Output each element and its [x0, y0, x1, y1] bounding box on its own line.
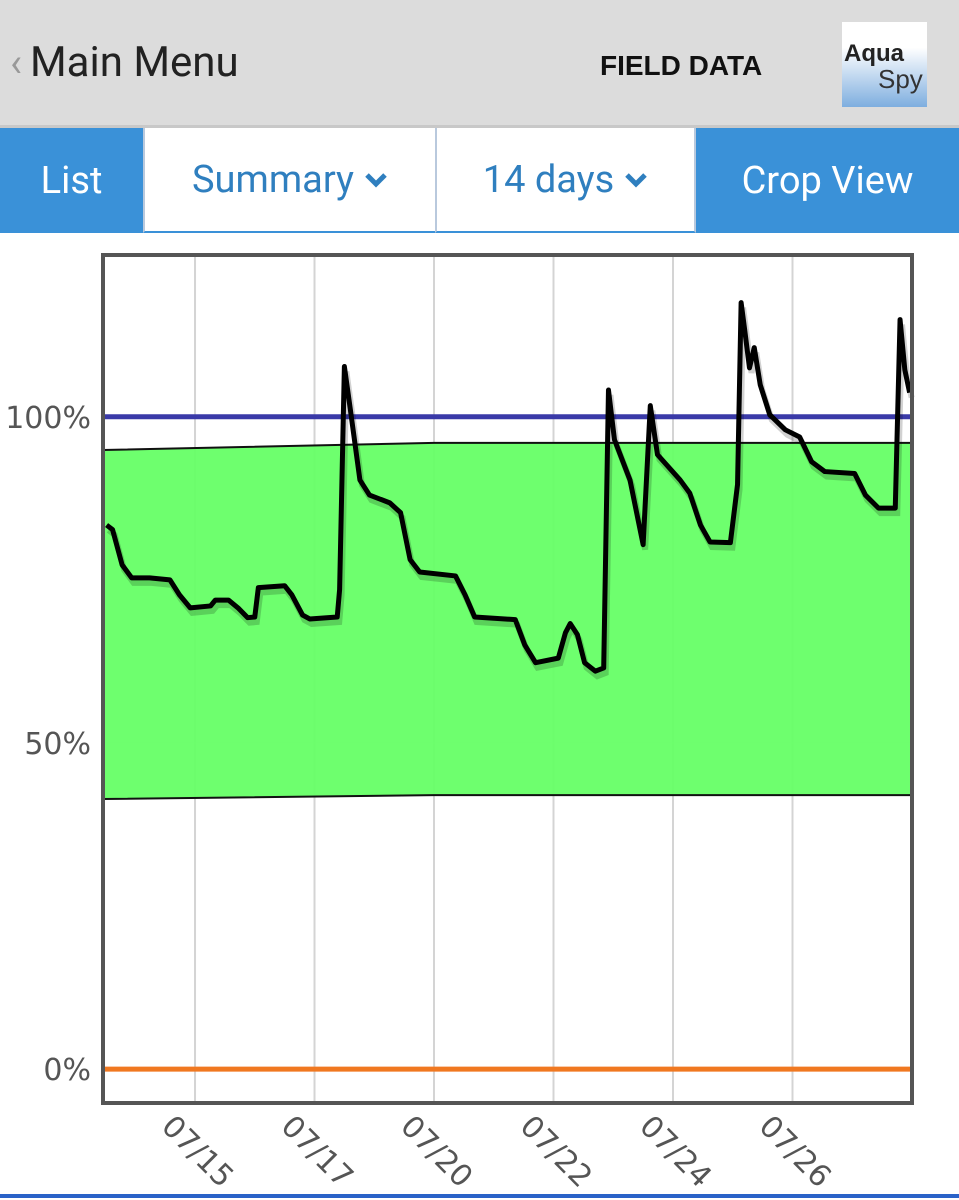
page-title: FIELD DATA	[600, 50, 763, 81]
x-tick-label: 07/24	[632, 1109, 718, 1194]
bottom-bar	[0, 1194, 959, 1198]
tab-dropdown[interactable]: Summary	[143, 128, 437, 233]
y-tick-label: 100%	[5, 401, 91, 436]
x-tick-label: 07/20	[393, 1109, 479, 1194]
x-tick-label: 07/15	[154, 1109, 240, 1194]
tab[interactable]: Crop View	[696, 128, 959, 233]
logo-text: Aqua	[844, 40, 904, 67]
tab-label: Crop View	[741, 158, 914, 203]
data-line	[105, 300, 913, 674]
tab-dropdown[interactable]: 14 days	[435, 128, 696, 233]
app-header: ‹ Main Menu FIELD DATA Aqua Spy	[0, 0, 959, 128]
plot-frame	[101, 253, 914, 1105]
tab-label: Summary	[191, 157, 355, 202]
back-label: Main Menu	[30, 38, 239, 87]
chevron	[625, 172, 648, 188]
y-tick-label: 50%	[24, 727, 91, 762]
logo: Aqua Spy	[842, 22, 927, 107]
tab-label: 14 days	[482, 157, 615, 202]
y-tick-label: 0%	[43, 1053, 91, 1088]
band-edge	[102, 441, 912, 452]
tab[interactable]: List	[0, 128, 143, 233]
x-tick-label: 07/22	[513, 1109, 599, 1194]
x-tick-label: 07/17	[274, 1109, 360, 1194]
chevron	[365, 172, 387, 188]
back-button[interactable]: ‹ Main Menu	[10, 38, 239, 87]
x-tick-label: 07/26	[752, 1109, 838, 1194]
logo-text: Spy	[878, 64, 923, 94]
band-edge	[102, 794, 912, 801]
tab-label: List	[40, 158, 103, 203]
